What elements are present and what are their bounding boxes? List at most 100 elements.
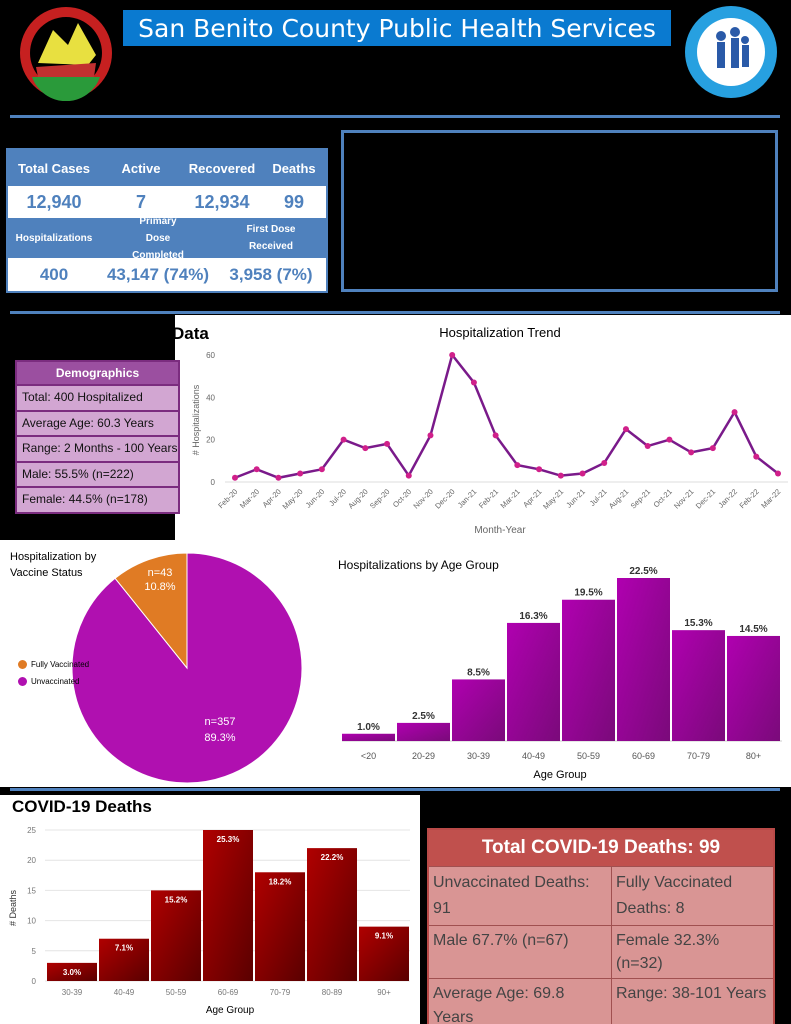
x-tick-label: May-20 bbox=[281, 487, 305, 511]
x-tick-label: Aug-21 bbox=[607, 487, 630, 510]
bar bbox=[203, 830, 253, 981]
bar bbox=[255, 872, 305, 981]
x-tick-label: 20-29 bbox=[412, 751, 435, 761]
data-point bbox=[275, 474, 282, 481]
demographics-row: Total: 400 Hospitalized bbox=[17, 386, 178, 412]
x-tick-label: 40-49 bbox=[522, 751, 545, 761]
data-point bbox=[753, 453, 760, 460]
data-point bbox=[557, 472, 564, 479]
county-seal-logo bbox=[20, 7, 112, 101]
x-tick-label: 30-39 bbox=[62, 988, 83, 997]
deaths-value: 99 bbox=[283, 191, 305, 212]
male-deaths: Male 67.7% (n=67) bbox=[429, 925, 612, 978]
pie-label-pct: 10.8% bbox=[144, 581, 175, 593]
x-tick-label: 80-89 bbox=[322, 988, 343, 997]
bar-label: 25.3% bbox=[217, 835, 240, 844]
bar-label: 22.5% bbox=[629, 566, 657, 577]
x-tick-label: Sep-21 bbox=[629, 487, 652, 510]
trend-panel bbox=[175, 315, 791, 540]
x-tick-label: Oct-21 bbox=[652, 487, 674, 509]
bar bbox=[307, 848, 357, 981]
demographics-title: Demographics bbox=[17, 362, 178, 386]
female-deaths: Female 32.3% (n=32) bbox=[612, 925, 773, 978]
bar-label: 9.1% bbox=[375, 932, 393, 941]
data-point bbox=[362, 445, 369, 452]
x-tick-label: Dec-21 bbox=[694, 487, 717, 510]
age-chart-xlabel: Age Group bbox=[533, 769, 587, 781]
x-tick-label: Jul-20 bbox=[327, 487, 348, 508]
pie-label-n: n=43 bbox=[148, 567, 173, 579]
bar-label: 16.3% bbox=[519, 611, 547, 622]
data-point bbox=[449, 352, 456, 358]
total-cases-value: 12,940 bbox=[26, 191, 82, 212]
bar-label: 1.0% bbox=[357, 722, 380, 733]
y-tick-label: 10 bbox=[27, 917, 36, 926]
x-tick-label: 30-39 bbox=[467, 751, 490, 761]
bar-label: 18.2% bbox=[269, 877, 292, 886]
x-tick-label: Feb-22 bbox=[738, 487, 761, 510]
divider bbox=[10, 788, 780, 791]
data-point bbox=[405, 472, 412, 479]
x-tick-label: Sep-20 bbox=[368, 487, 391, 510]
y-axis-label: # Deaths bbox=[8, 889, 18, 926]
deaths-chart: 0 5 10 15 20 25 # Deaths 3.0% 30-39 7.1% 40-49 15.2… bbox=[8, 826, 410, 997]
x-tick-label: Apr-21 bbox=[521, 487, 543, 509]
header-first-dose: First Dose Received bbox=[246, 224, 296, 252]
demographics-row: Male: 55.5% (n=222) bbox=[17, 462, 178, 488]
y-tick-label: 0 bbox=[32, 977, 37, 986]
deaths-summary-table: Total COVID-19 Deaths: 99 Unvaccinated D… bbox=[427, 828, 775, 1024]
x-tick-label: Feb-21 bbox=[477, 487, 500, 510]
legend-fully-vaccinated: Fully Vaccinated bbox=[31, 660, 90, 669]
x-tick-label: Aug-20 bbox=[346, 487, 369, 510]
bar-label: 2.5% bbox=[412, 711, 435, 722]
demographics-table: Demographics Total: 400 Hospitalized Ave… bbox=[15, 360, 180, 514]
x-tick-label: 50-59 bbox=[166, 988, 187, 997]
bar-label: 15.2% bbox=[165, 895, 188, 904]
x-tick-label: Apr-20 bbox=[261, 487, 283, 509]
data-point bbox=[427, 432, 434, 439]
bar-label: 15.3% bbox=[684, 618, 712, 629]
legend-purple-marker bbox=[18, 677, 27, 686]
bar-label: 8.5% bbox=[467, 667, 490, 678]
recovered-value: 12,934 bbox=[194, 191, 250, 212]
x-tick-label: Nov-20 bbox=[411, 487, 434, 510]
x-tick-label: May-21 bbox=[541, 487, 565, 511]
demographics-row: Female: 44.5% (n=178) bbox=[17, 488, 178, 512]
header-recovered: Recovered bbox=[188, 160, 256, 176]
data-point bbox=[340, 436, 347, 443]
header-active: Active bbox=[121, 160, 161, 176]
data-point bbox=[318, 466, 325, 473]
data-point bbox=[666, 436, 673, 443]
x-tick-label: Oct-20 bbox=[391, 487, 413, 509]
x-tick-label: 90+ bbox=[377, 988, 391, 997]
bar bbox=[359, 926, 409, 981]
blank-panel bbox=[341, 130, 778, 292]
x-tick-label: 40-49 bbox=[114, 988, 135, 997]
deaths-title: COVID-19 Deaths bbox=[12, 797, 152, 816]
data-point bbox=[514, 462, 521, 469]
pie-title: Hospitalization by Vaccine Status bbox=[10, 551, 97, 579]
x-tick-label: Jun-20 bbox=[304, 487, 327, 510]
x-tick-label: 50-59 bbox=[577, 751, 600, 761]
bar bbox=[151, 890, 201, 981]
data-point bbox=[775, 470, 781, 477]
demographics-row: Range: 2 Months - 100 Years bbox=[17, 437, 178, 463]
bar-label: 3.0% bbox=[63, 968, 81, 977]
bar bbox=[507, 622, 560, 741]
divider bbox=[10, 311, 780, 314]
legend-orange-marker bbox=[18, 660, 27, 669]
bar bbox=[397, 722, 450, 741]
data-point bbox=[253, 466, 260, 473]
data-point bbox=[384, 440, 391, 447]
y-axis-label: # Hospitalizations bbox=[191, 384, 201, 455]
data-point bbox=[644, 443, 651, 450]
y-tick-label: 60 bbox=[206, 351, 215, 360]
x-tick-label: 60-69 bbox=[632, 751, 655, 761]
y-tick-label: 20 bbox=[206, 436, 215, 445]
bar-label: 7.1% bbox=[115, 944, 133, 953]
data-point bbox=[297, 470, 304, 477]
deaths-table-title: Total COVID-19 Deaths: 99 bbox=[429, 830, 773, 866]
x-tick-label: Feb-20 bbox=[216, 487, 239, 510]
